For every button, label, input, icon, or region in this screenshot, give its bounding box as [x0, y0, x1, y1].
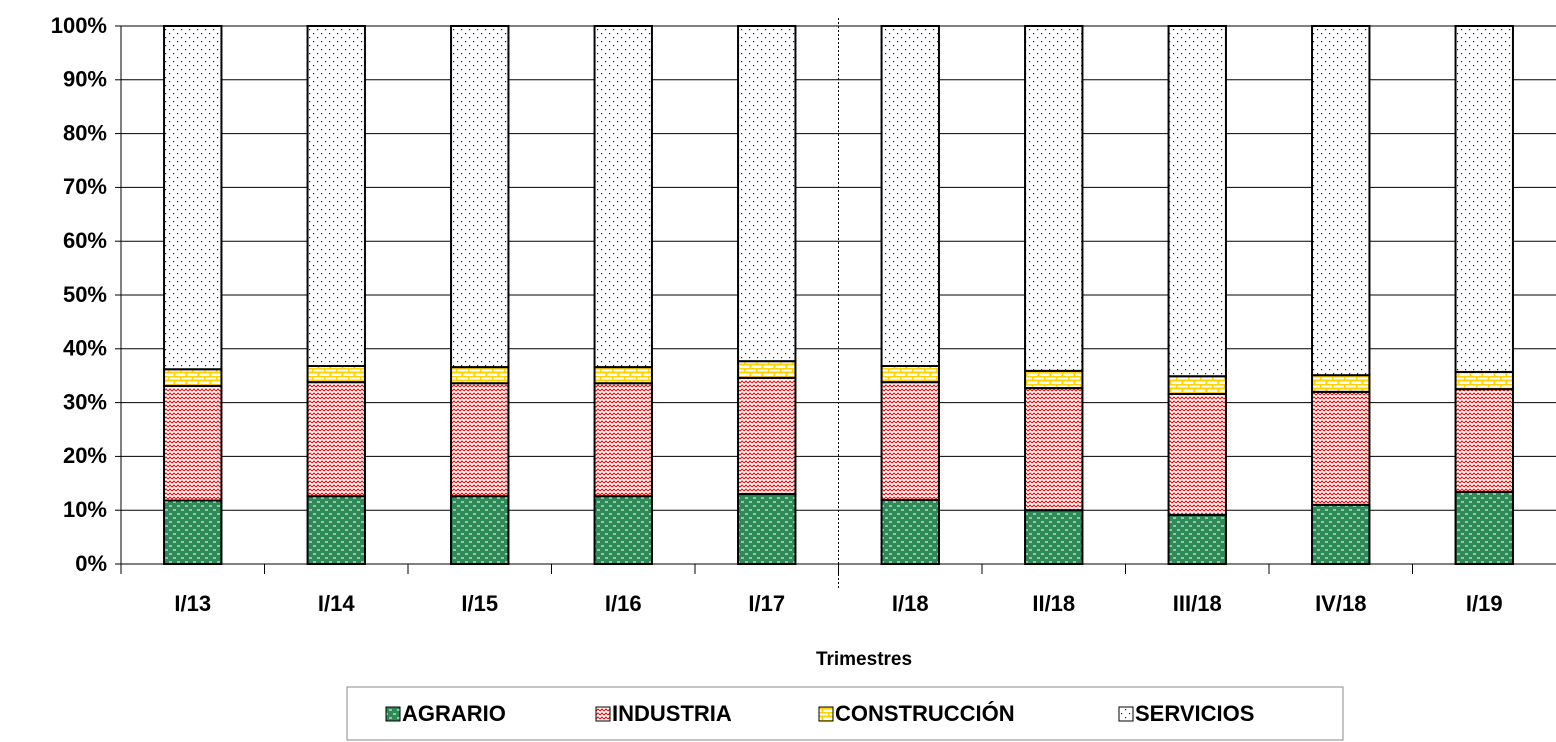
y-tick-label: 20%: [63, 443, 107, 468]
y-tick-label: 50%: [63, 282, 107, 307]
bar-segment: [163, 368, 223, 387]
legend-label: SERVICIOS: [1135, 701, 1254, 726]
x-tick-label: I/16: [605, 591, 642, 616]
y-tick-label: 100%: [51, 13, 107, 38]
x-axis-title: Trimestres: [816, 649, 912, 670]
bar-segment: [593, 382, 653, 498]
y-tick-label: 70%: [63, 174, 107, 199]
legend-box: [346, 686, 1344, 741]
bar-segment: [1454, 370, 1514, 391]
bar-segment: [1167, 375, 1227, 395]
bar-segment: [1024, 509, 1084, 566]
bar-segment: [1024, 369, 1084, 390]
x-tick-label: I/14: [318, 591, 355, 616]
bar-segment: [450, 382, 510, 498]
x-tick-label: I/15: [461, 591, 498, 616]
bar-segment: [306, 381, 366, 498]
bar-segment: [1024, 25, 1084, 372]
legend-swatch: [595, 706, 611, 722]
legend-label: INDUSTRIA: [612, 701, 732, 726]
bar-segment: [306, 365, 366, 384]
bar-segment: [1167, 392, 1227, 517]
y-tick-label: 10%: [63, 497, 107, 522]
legend-label: AGRARIO: [402, 701, 506, 726]
bar-segment: [737, 493, 797, 565]
bar-segment: [1454, 388, 1514, 493]
bar-segment: [306, 25, 366, 368]
bar-segment: [880, 498, 940, 565]
bar-segment: [737, 25, 797, 363]
bar-segment: [1311, 25, 1371, 377]
bar-segment: [1024, 387, 1084, 512]
y-tick-label: 60%: [63, 228, 107, 253]
legend-swatch: [385, 706, 401, 722]
x-tick-label: IV/18: [1315, 591, 1366, 616]
bar-segment: [163, 384, 223, 502]
bar-segment: [1311, 390, 1371, 506]
legend-swatch: [1118, 706, 1134, 722]
y-tick-label: 40%: [63, 336, 107, 361]
bar-segment: [880, 381, 940, 501]
x-tick-label: I/18: [892, 591, 929, 616]
bar-segment: [1311, 503, 1371, 566]
bar-segment: [1454, 25, 1514, 373]
bar-segment: [163, 499, 223, 565]
bar-segment: [737, 376, 797, 496]
x-tick-label: I/13: [174, 591, 211, 616]
x-tick-label: I/17: [748, 591, 785, 616]
y-tick-label: 80%: [63, 120, 107, 145]
bar-segment: [450, 366, 510, 385]
bar-segment: [1167, 25, 1227, 378]
y-tick-label: 0%: [75, 551, 107, 576]
bar-segment: [450, 495, 510, 566]
bar-segment: [1454, 490, 1514, 565]
x-tick-label: I/19: [1466, 591, 1503, 616]
legend-swatch: [818, 706, 834, 722]
x-tick-label: II/18: [1032, 591, 1075, 616]
bar-segment: [1311, 374, 1371, 393]
bar-segment: [450, 25, 510, 369]
x-tick-label: III/18: [1173, 591, 1222, 616]
bar-segment: [880, 365, 940, 384]
y-tick-label: 90%: [63, 67, 107, 92]
bar-segment: [593, 25, 653, 369]
legend-label: CONSTRUCCIÓN: [835, 701, 1015, 726]
y-tick-label: 30%: [63, 389, 107, 414]
bar-segment: [593, 495, 653, 566]
bar-segment: [1167, 514, 1227, 565]
bar-segment: [306, 495, 366, 566]
bar-segment: [593, 366, 653, 385]
bar-segment: [737, 360, 797, 379]
bar-segment: [163, 25, 223, 371]
bar-segment: [880, 25, 940, 368]
